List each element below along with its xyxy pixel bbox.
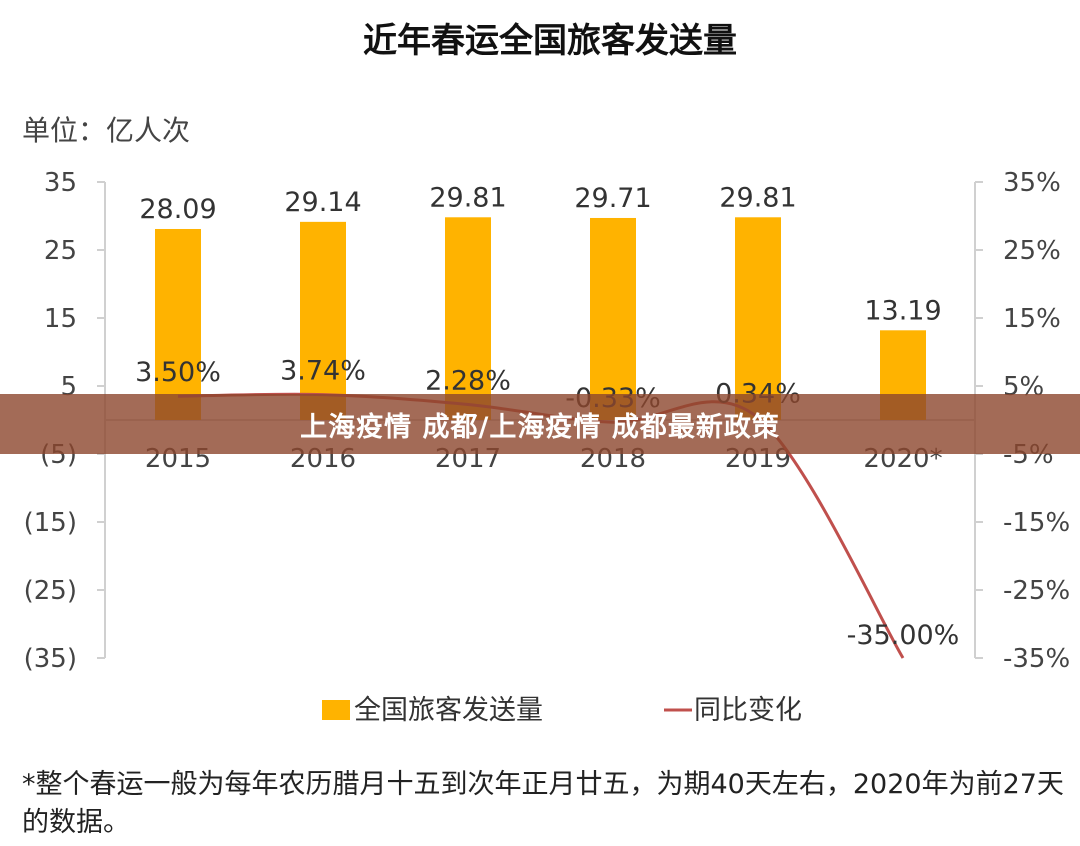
right-tick-label: -25% — [1003, 576, 1070, 606]
line-value-label: 2.28% — [425, 365, 511, 396]
right-tick-label: 25% — [1003, 236, 1061, 266]
left-tick-label: 35 — [44, 168, 77, 198]
banner-text[interactable]: 上海疫情 成都/上海疫情 成都最新政策 — [300, 411, 780, 443]
legend-swatch-bars — [322, 700, 350, 720]
bar-value-label: 13.19 — [864, 295, 941, 326]
bar — [300, 221, 346, 420]
overlay-banner[interactable]: 上海疫情 成都/上海疫情 成都最新政策 — [0, 394, 1080, 454]
right-tick-label: -35% — [1003, 644, 1070, 674]
bar — [155, 228, 201, 420]
right-tick-label: 15% — [1003, 304, 1061, 334]
chart-title: 近年春运全国旅客发送量 — [363, 21, 737, 61]
bar-series: 28.09 29.14 29.81 29.71 29.81 13.19 — [139, 182, 942, 420]
bar-value-label: 29.71 — [574, 183, 651, 214]
bar-value-label: 29.81 — [719, 182, 796, 213]
bar — [590, 217, 636, 420]
legend: 全国旅客发送量 同比变化 — [322, 695, 802, 726]
right-y-axis: 35%25%15%5%-5%-15%-25%-35% — [974, 168, 1070, 674]
left-tick-label: (15) — [24, 508, 77, 538]
bar-value-label: 29.14 — [284, 187, 361, 218]
line-value-label: 3.50% — [135, 357, 221, 388]
right-tick-label: -15% — [1003, 508, 1070, 538]
legend-label-line: 同比变化 — [694, 695, 802, 726]
line-value-label: -35.00% — [847, 620, 960, 651]
legend-label-bars: 全国旅客发送量 — [354, 695, 543, 726]
bar-value-label: 29.81 — [429, 182, 506, 213]
bar — [735, 217, 781, 420]
left-tick-label: (35) — [24, 644, 77, 674]
line-value-label: 3.74% — [280, 356, 366, 387]
left-tick-label: (25) — [24, 576, 77, 606]
unit-label: 单位：亿人次 — [22, 114, 190, 147]
bar — [445, 217, 491, 420]
bar-value-label: 28.09 — [139, 194, 216, 225]
left-tick-label: 15 — [44, 304, 77, 334]
footnote: *整个春运一般为每年农历腊月十五到次年正月廿五，为期40天左右，2020年为前2… — [22, 769, 1064, 838]
left-tick-label: 25 — [44, 236, 77, 266]
right-tick-label: 35% — [1003, 168, 1061, 198]
